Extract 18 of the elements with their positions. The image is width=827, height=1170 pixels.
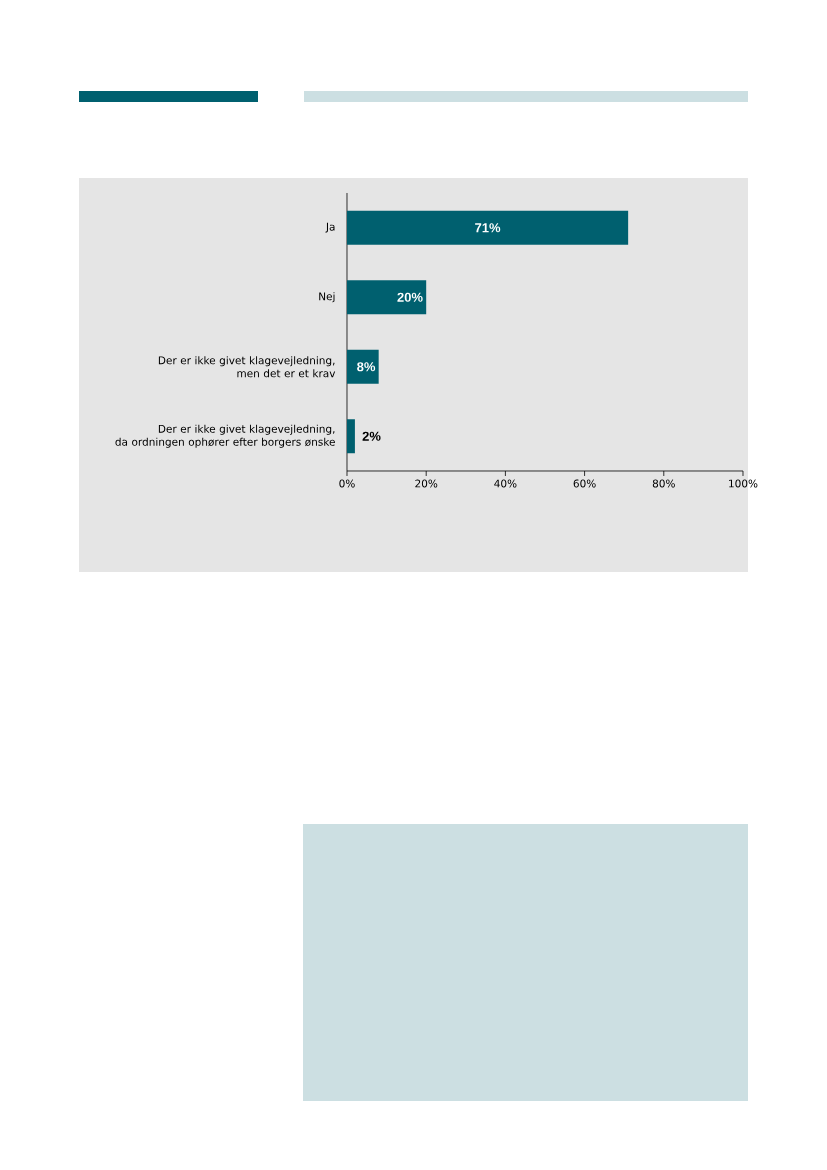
- x-tick-label: 60%: [573, 479, 596, 488]
- x-tick-label: 100%: [729, 479, 758, 488]
- bar: [346, 349, 379, 384]
- y-tick-label: Nej: [319, 292, 335, 303]
- y-tick-label: Ja: [325, 222, 335, 233]
- bar: [346, 419, 355, 454]
- data-label: 2%: [362, 431, 381, 441]
- y-tick-label: Der er ikke givet klagevejledning, da ordningen ophører efter borgers ønske: [115, 424, 335, 448]
- data-label: 20%: [397, 292, 423, 302]
- bar: [346, 280, 427, 315]
- data-label: 71%: [475, 223, 501, 233]
- data-label: 8%: [357, 362, 376, 372]
- x-tick-label: 40%: [494, 479, 517, 488]
- x-tick-label: 0%: [339, 479, 355, 488]
- y-tick-label: Der er ikke givet klagevejledning, men det er et krav: [158, 356, 336, 378]
- x-tick-label: 20%: [415, 479, 438, 488]
- x-tick-label: 80%: [652, 479, 675, 488]
- bar: [346, 210, 629, 245]
